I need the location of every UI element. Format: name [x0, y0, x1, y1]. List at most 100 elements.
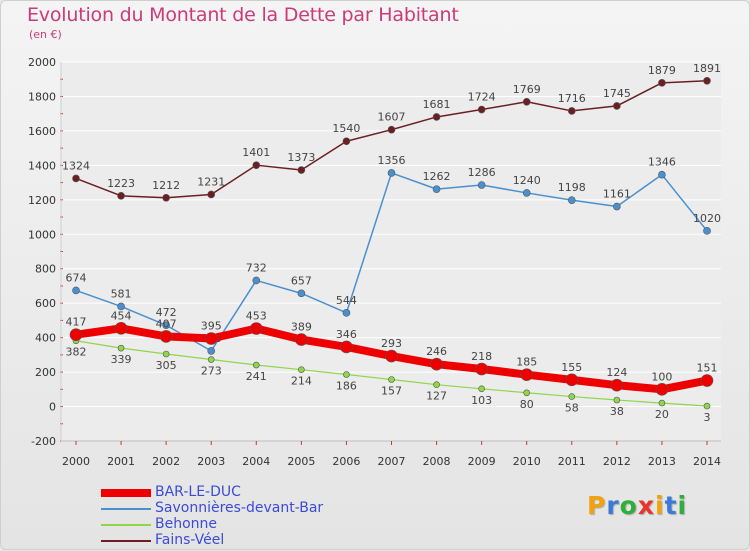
data-point-savonni-res-devant-bar: [162, 321, 170, 330]
data-label-savonni-res-devant-bar: 1198: [558, 181, 586, 194]
data-label-fains-v-el: 1212: [152, 179, 180, 192]
y-tick-label: 800: [35, 263, 56, 276]
legend-swatch: [101, 489, 151, 497]
data-point-fains-v-el: [567, 107, 576, 115]
data-point-savonni-res-devant-bar: [342, 309, 351, 317]
data-point-behonne: [252, 361, 260, 369]
data-point-fains-v-el: [342, 137, 351, 146]
x-tick-label: 2011: [558, 455, 586, 468]
data-point-bar-le-duc: [385, 349, 398, 363]
x-tick-label: 2012: [603, 455, 631, 468]
data-point-savonni-res-devant-bar: [658, 170, 666, 179]
data-point-bar-le-duc: [114, 322, 128, 335]
data-point-fains-v-el: [72, 174, 80, 183]
data-label-fains-v-el: 1223: [107, 177, 135, 190]
data-label-behonne: 241: [246, 370, 267, 383]
data-label-savonni-res-devant-bar: 1240: [513, 174, 541, 187]
x-tick-label: 2008: [423, 455, 451, 468]
legend-swatch: [101, 508, 151, 510]
data-label-behonne: 214: [291, 375, 312, 388]
data-point-savonni-res-devant-bar: [703, 227, 711, 235]
x-tick-label: 2014: [693, 455, 721, 468]
x-tick-label: 2013: [648, 455, 676, 468]
data-point-savonni-res-devant-bar: [252, 276, 261, 285]
data-point-behonne: [298, 366, 305, 373]
data-point-behonne: [117, 344, 125, 352]
data-point-savonni-res-devant-bar: [613, 202, 621, 211]
x-tick-label: 2003: [197, 455, 225, 468]
data-point-fains-v-el: [387, 125, 396, 134]
data-point-behonne: [343, 371, 350, 378]
data-point-behonne: [658, 399, 666, 407]
data-point-bar-le-duc: [295, 333, 308, 346]
data-label-savonni-res-devant-bar: 1286: [468, 166, 496, 179]
data-label-bar-le-duc: 389: [291, 321, 312, 334]
data-label-bar-le-duc: 453: [246, 310, 267, 323]
data-point-savonni-res-devant-bar: [117, 302, 125, 311]
data-label-bar-le-duc: 407: [156, 317, 177, 330]
data-label-behonne: 273: [201, 365, 222, 378]
data-point-fains-v-el: [207, 190, 216, 199]
y-tick-label: 200: [35, 366, 56, 379]
logo-letter: r: [606, 491, 620, 520]
data-label-behonne: 382: [66, 346, 87, 359]
data-label-savonni-res-devant-bar: 732: [246, 261, 267, 274]
data-label-savonni-res-devant-bar: 1262: [423, 170, 451, 183]
data-label-behonne: 339: [111, 353, 132, 366]
data-label-savonni-res-devant-bar: 1356: [378, 154, 406, 167]
legend-label: BAR-LE-DUC: [155, 484, 241, 500]
data-point-bar-le-duc: [159, 330, 173, 343]
data-label-savonni-res-devant-bar: 657: [291, 274, 312, 287]
data-point-bar-le-duc: [565, 373, 579, 387]
data-point-bar-le-duc: [249, 322, 263, 335]
y-tick-label: 1400: [28, 159, 56, 172]
data-label-savonni-res-devant-bar: 544: [336, 294, 357, 307]
data-label-fains-v-el: 1324: [62, 159, 90, 172]
data-label-savonni-res-devant-bar: 674: [66, 271, 87, 284]
y-tick-label: 600: [35, 297, 56, 310]
data-point-behonne: [207, 356, 215, 363]
data-point-behonne: [162, 350, 170, 358]
x-tick-label: 2002: [152, 455, 180, 468]
data-label-fains-v-el: 1879: [648, 64, 676, 77]
data-point-bar-le-duc: [700, 374, 714, 387]
data-label-savonni-res-devant-bar: 1346: [648, 156, 676, 169]
data-label-fains-v-el: 1891: [693, 62, 721, 75]
data-label-behonne: 80: [520, 398, 534, 411]
data-point-fains-v-el: [658, 79, 666, 87]
data-label-fains-v-el: 1681: [423, 98, 451, 111]
data-label-behonne: 157: [381, 384, 402, 397]
data-point-savonni-res-devant-bar: [522, 189, 531, 197]
data-label-bar-le-duc: 293: [381, 337, 402, 350]
data-point-bar-le-duc: [475, 362, 488, 376]
data-label-savonni-res-devant-bar: 472: [156, 306, 177, 319]
y-tick-label: 1800: [28, 90, 56, 103]
data-point-behonne: [523, 389, 531, 397]
data-point-savonni-res-devant-bar: [387, 169, 396, 177]
legend-label: Fains-Véel: [155, 532, 225, 548]
legend-swatch: [101, 540, 151, 542]
data-label-bar-le-duc: 454: [111, 309, 132, 322]
data-label-fains-v-el: 1769: [513, 83, 541, 96]
x-tick-label: 2001: [107, 455, 135, 468]
y-tick-label: 0: [49, 401, 56, 414]
data-point-behonne: [388, 376, 395, 383]
data-label-bar-le-duc: 246: [426, 345, 447, 358]
data-label-fains-v-el: 1540: [332, 122, 360, 135]
data-point-bar-le-duc: [655, 383, 669, 396]
y-tick-label: 1200: [28, 194, 56, 207]
data-label-bar-le-duc: 100: [651, 370, 672, 383]
data-point-fains-v-el: [297, 166, 306, 174]
y-tick-label: 1000: [28, 228, 56, 241]
data-label-bar-le-duc: 218: [471, 350, 492, 363]
data-point-savonni-res-devant-bar: [207, 347, 216, 355]
y-tick-label: -200: [31, 435, 56, 448]
data-point-behonne: [568, 393, 576, 400]
data-point-bar-le-duc: [610, 378, 624, 392]
data-label-bar-le-duc: 151: [697, 362, 718, 375]
data-point-savonni-res-devant-bar: [477, 181, 486, 189]
data-point-bar-le-duc: [69, 328, 83, 342]
legend-label: Behonne: [155, 516, 218, 532]
data-label-fains-v-el: 1607: [378, 111, 406, 124]
